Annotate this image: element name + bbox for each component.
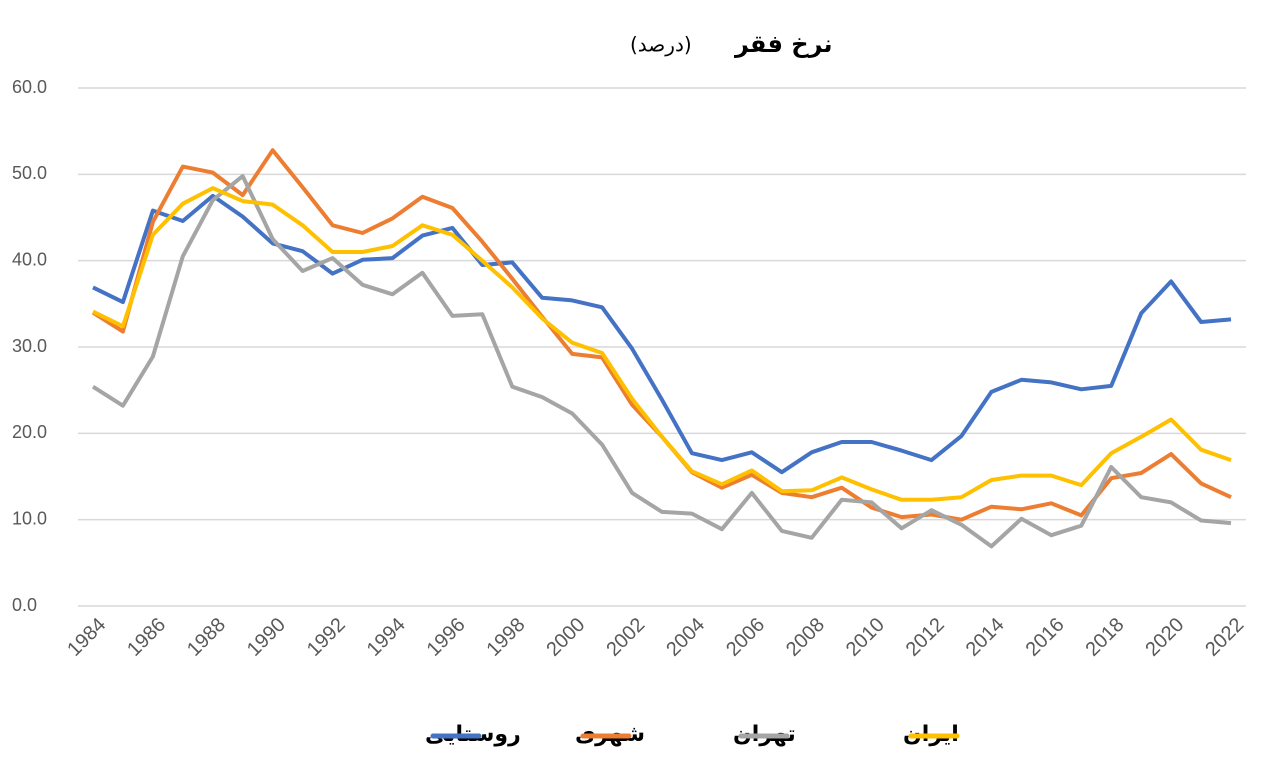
series-line [91,174,1232,549]
x-tick-label: 2010 [842,614,889,661]
series-line [92,193,1232,475]
x-tick-label: 2014 [962,614,1009,661]
series-line [92,186,1232,502]
x-tick-label: 2020 [1141,614,1188,661]
x-tick-label: 2000 [542,614,589,661]
y-tick-label: 10.0 [12,508,47,528]
x-tick-label: 1986 [123,614,170,661]
x-tick-label: 2016 [1022,614,1069,661]
x-tick-label: 2012 [902,614,949,661]
x-tick-label: 2006 [722,614,769,661]
chart-subtitle: (درصد) [630,33,692,57]
series-line [91,148,1232,522]
x-tick-label: 2002 [602,614,649,661]
x-tick-label: 1998 [483,614,530,661]
x-tick-label: 1996 [423,614,470,661]
y-tick-label: 20.0 [12,422,47,442]
chart-title: نرخ فقر [734,30,833,58]
y-tick-label: 30.0 [12,336,47,356]
x-tick-label: 2004 [662,614,709,661]
y-tick-label: 40.0 [12,249,47,269]
x-tick-label: 2008 [782,614,829,661]
y-tick-label: 50.0 [12,163,47,183]
x-tick-label: 1992 [303,614,350,661]
x-tick-label: 1984 [63,614,110,661]
y-tick-label: 0.0 [12,595,37,615]
x-tick-label: 1994 [363,614,410,661]
x-tick-label: 1988 [183,614,230,661]
x-tick-label: 2022 [1201,614,1248,661]
x-tick-label: 1990 [243,614,290,661]
y-tick-label: 60.0 [12,77,47,97]
x-tick-label: 2018 [1081,614,1128,661]
